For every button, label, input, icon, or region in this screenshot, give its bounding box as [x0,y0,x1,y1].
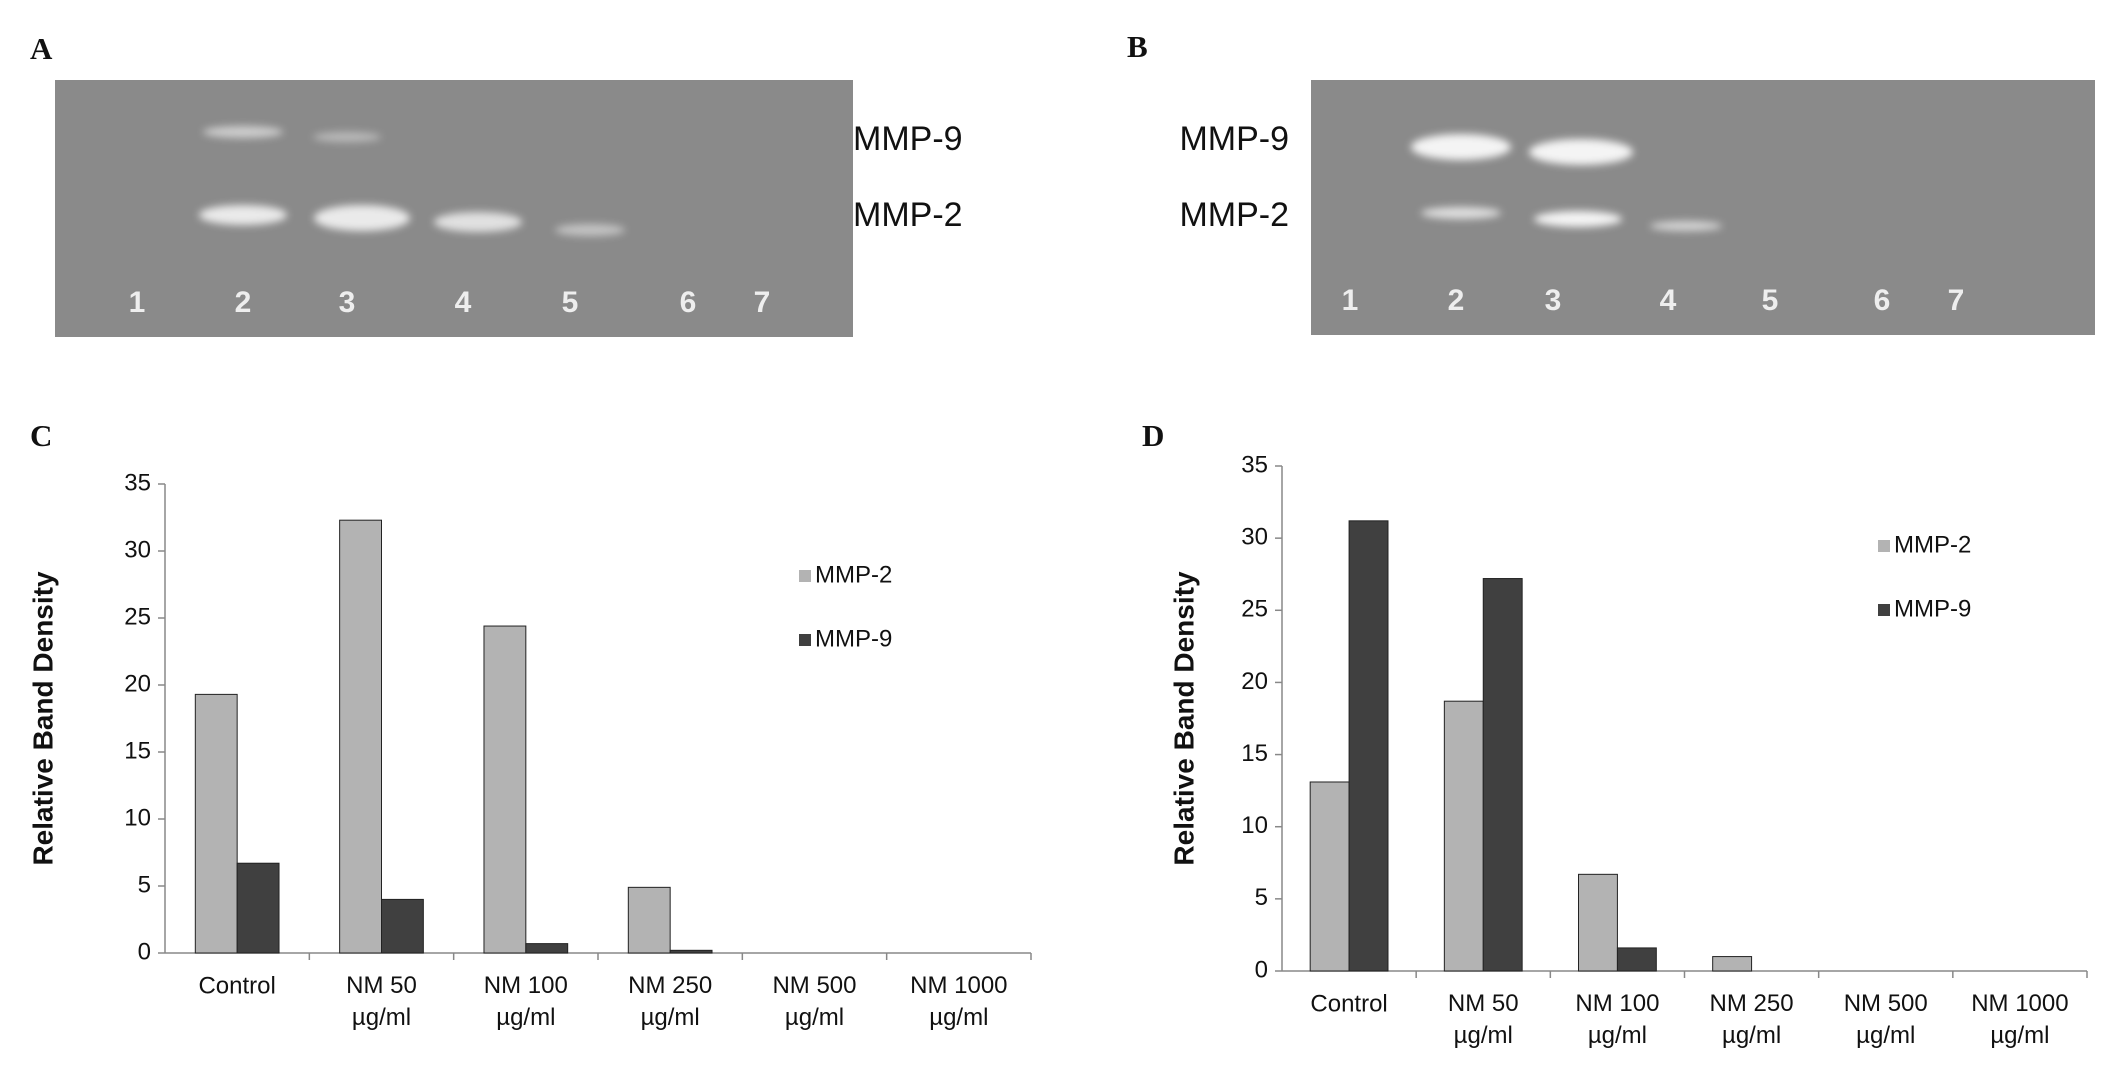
gel-bands [1411,134,1722,231]
y-tick-label: 30 [124,536,151,563]
legend-swatch [1878,540,1890,552]
lane-number: 1 [129,286,146,319]
gel-background [55,80,853,337]
lane-number: 6 [1874,284,1891,317]
y-axis-label: Relative Band Density [1168,571,1199,866]
lane-number: 5 [562,286,579,319]
y-tick-label: 20 [124,670,151,697]
legend-label: MMP-2 [815,561,892,588]
y-tick-label: 30 [1241,523,1268,550]
legend-label: MMP-2 [1894,531,1971,558]
legend-label: MMP-9 [815,625,892,652]
lane-number: 7 [1948,284,1965,317]
legend-swatch [1878,604,1890,616]
panel-label: B [1127,29,1148,64]
lane-number: 1 [1342,284,1359,317]
y-tick-label: 10 [124,804,151,831]
bar [236,862,280,954]
x-tick-label: NM 250 µg/ml [628,972,712,1031]
lane-number: 4 [1660,284,1677,317]
bar [381,898,424,954]
bar [1309,781,1350,972]
lane-number: 3 [339,286,356,319]
lane-number: 7 [754,286,771,319]
y-tick-label: 25 [124,603,151,630]
y-tick-label: 35 [124,469,151,496]
y-tick-label: 5 [138,871,151,898]
band-label: MMP-2 [853,196,963,234]
y-tick-label: 15 [1241,740,1268,767]
panel-label: C [30,418,52,453]
x-tick-label: Control [198,972,275,999]
x-tick-label: NM 50 µg/ml [1448,990,1519,1049]
gel-background [1311,80,2095,335]
bar [339,519,383,954]
x-tick-label: NM 100 µg/ml [484,972,568,1031]
bar [1482,578,1523,972]
x-tick-label: Control [1310,990,1387,1017]
bar [627,886,671,954]
x-tick-label: NM 500 µg/ml [1844,990,1928,1049]
y-tick-label: 20 [1241,668,1268,695]
y-tick-label: 5 [1255,884,1268,911]
band-label: MMP-2 [1179,196,1289,234]
bar [1616,947,1657,972]
bar [1712,956,1753,972]
gel-bands [199,126,625,236]
x-tick-label: NM 1000 µg/ml [1971,990,2068,1049]
panel-label: D [1142,418,1164,453]
y-tick-label: 0 [1255,956,1268,983]
x-tick-label: NM 50 µg/ml [346,972,417,1031]
lane-number: 2 [1448,284,1465,317]
x-tick-label: NM 500 µg/ml [772,972,856,1031]
y-tick-label: 10 [1241,812,1268,839]
gel-a [55,80,853,337]
lane-number: 4 [455,286,472,319]
lane-number: 2 [235,286,252,319]
band-label: MMP-9 [853,120,963,158]
y-tick-label: 15 [124,737,151,764]
bar [483,625,527,954]
y-axis-label: Relative Band Density [27,571,58,866]
bar [669,949,713,954]
bar [1443,700,1484,972]
lane-number: 5 [1762,284,1779,317]
legend-swatch [799,570,811,582]
x-tick-label: NM 250 µg/ml [1710,990,1794,1049]
lane-number: 3 [1545,284,1562,317]
bar [525,943,569,954]
y-tick-label: 0 [138,938,151,965]
y-tick-label: 25 [1241,596,1268,623]
y-tick-label: 35 [1241,451,1268,478]
gel-b [1311,80,2095,335]
bar [1578,873,1618,972]
legend-swatch [799,634,811,646]
lane-number: 6 [680,286,697,319]
panel-label: A [30,31,53,66]
bar [194,693,238,954]
x-tick-label: NM 1000 µg/ml [910,972,1007,1031]
legend-label: MMP-9 [1894,595,1971,622]
x-tick-label: NM 100 µg/ml [1575,990,1659,1049]
band-label: MMP-9 [1179,120,1289,158]
bar [1348,520,1389,972]
